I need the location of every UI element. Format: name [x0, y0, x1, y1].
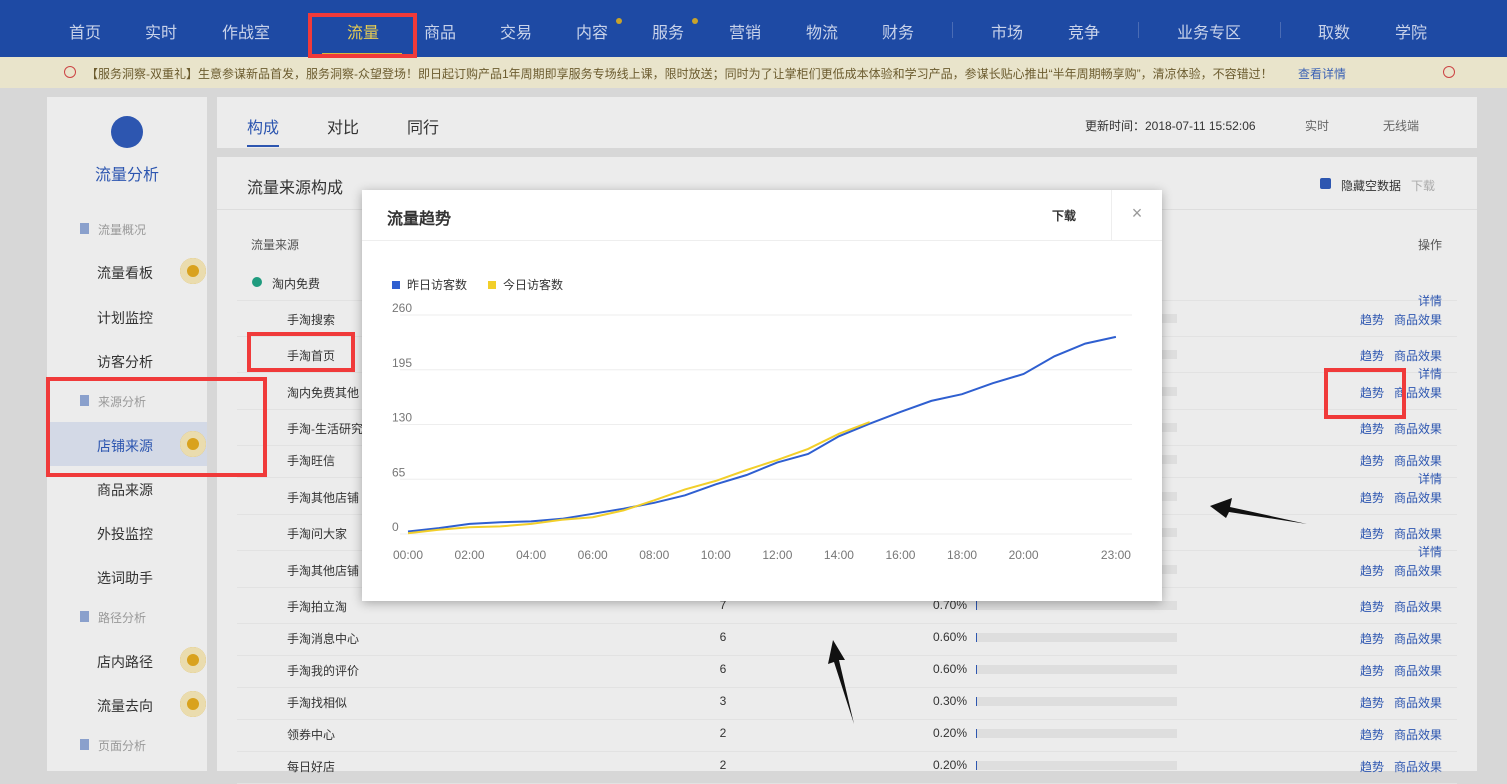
arrow — [1210, 498, 1307, 524]
highlight — [48, 379, 265, 475]
highlight — [310, 15, 415, 56]
highlight — [1326, 370, 1404, 417]
arrow — [828, 640, 854, 724]
highlight — [249, 334, 353, 370]
